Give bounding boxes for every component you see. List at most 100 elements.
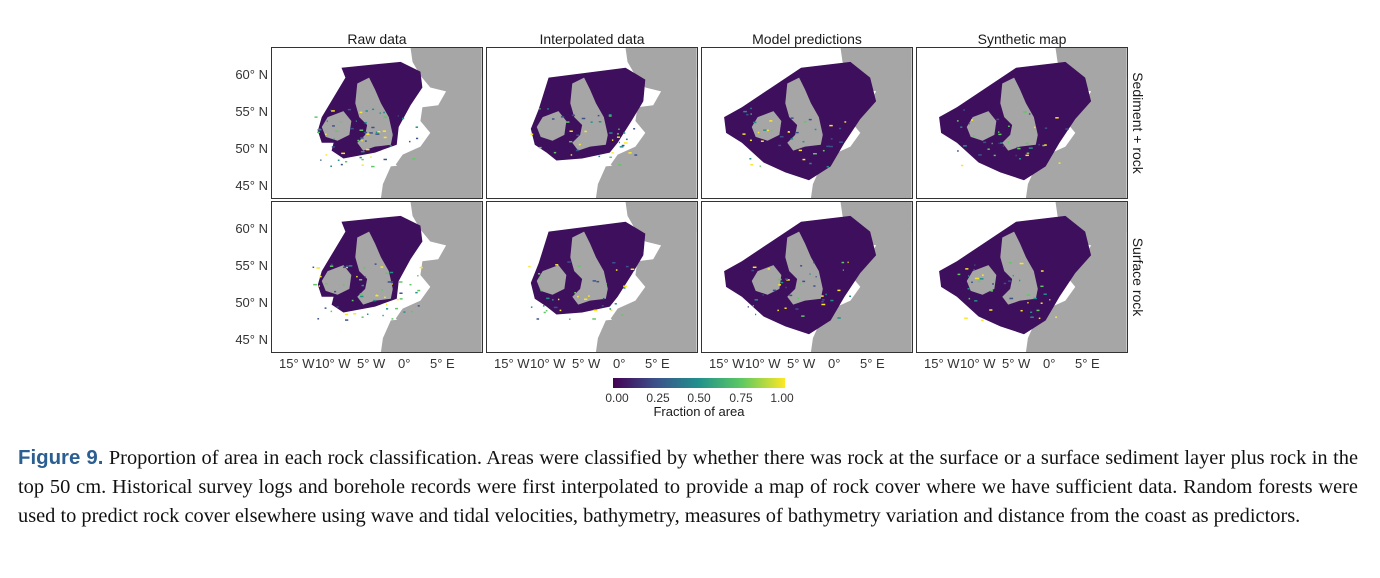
data-cell [1023,111,1027,113]
data-cell [750,113,752,115]
data-cell [570,154,573,156]
data-cell [317,131,320,134]
data-cell [789,294,793,297]
data-cell [317,318,320,320]
data-cell [602,297,605,300]
data-cell [814,128,817,131]
data-cell [569,140,573,143]
map-svg [314,48,482,198]
data-cell [415,126,419,128]
data-cell [747,306,749,308]
map-panel-synthetic-sediment [916,47,1128,199]
data-cell [375,133,380,135]
data-cell [797,297,800,300]
data-cell [821,303,826,306]
data-cell [759,165,761,167]
data-cell [974,277,979,280]
data-cell [553,151,557,154]
data-cell [390,281,394,283]
data-cell [1040,270,1044,272]
map-svg [939,48,1127,198]
data-cell [360,295,364,298]
land-mass [595,162,661,198]
data-cell [560,116,565,118]
data-cell [822,299,825,301]
y-tick-60n: 60° N [235,67,268,82]
data-cell [978,154,982,156]
data-cell [385,272,389,275]
legend-tick-075: 0.75 [729,391,753,405]
data-cell [749,158,752,160]
data-cell [384,296,386,299]
land-ireland [321,111,352,141]
data-cell [750,107,752,110]
data-cell [798,149,802,152]
map-panel-model-surface [701,201,913,353]
data-cell [530,133,534,135]
legend-tick-100: 1.00 [770,391,794,405]
data-cell [963,109,965,111]
data-cell [546,297,550,300]
data-cell [383,116,385,118]
data-cell [385,303,388,306]
y-tick-55n: 55° N [235,104,268,119]
data-cell [609,308,612,310]
data-cell [628,152,632,154]
map-svg [530,48,697,198]
data-cell [399,281,403,283]
data-cell [991,142,993,145]
data-cell [417,275,419,277]
data-cell [757,131,760,134]
data-cell [821,295,824,297]
data-cell [555,264,559,266]
data-cell [584,130,587,133]
data-cell [332,125,335,127]
data-cell [382,314,384,317]
data-cell [1012,274,1014,277]
data-cell [630,268,635,270]
data-cell [357,139,360,142]
data-cell [360,150,365,153]
data-cell [363,131,368,134]
data-cell [826,145,830,148]
data-cell [998,142,1000,145]
map-panel-interpolated-sediment [486,47,698,199]
data-cell [849,295,852,298]
data-cell [584,298,588,300]
data-cell [343,266,347,269]
land-mass [810,162,876,198]
land-mass [380,316,446,352]
data-cell [616,136,620,138]
caption-text: Proportion of area in each rock classifi… [18,447,1358,527]
column-title-interpolated: Interpolated data [539,31,645,47]
data-cell [399,292,403,294]
data-cell [989,309,993,311]
data-cell [340,121,342,123]
data-cell [324,133,327,136]
data-cell [618,128,620,131]
data-cell [331,110,335,112]
data-cell [1015,154,1017,157]
data-cell [415,291,418,294]
data-cell [361,158,364,161]
data-cell [325,154,328,156]
data-cell [331,146,335,148]
data-cell [634,154,638,156]
data-cell [611,139,614,141]
data-cell [571,114,576,117]
data-cell [1019,280,1021,283]
land-mass [850,202,912,242]
data-cell [971,281,973,284]
data-cell [802,280,806,283]
data-cell [419,266,423,269]
data-cell [1008,280,1012,282]
data-cell [795,308,799,310]
data-cell [382,130,386,132]
data-cell [542,305,545,307]
land-mass [595,316,661,352]
land-mass [420,48,482,88]
data-cell [750,164,754,166]
data-cell [391,318,394,320]
data-cell [389,145,392,147]
y-tick-60n: 60° N [235,221,268,236]
